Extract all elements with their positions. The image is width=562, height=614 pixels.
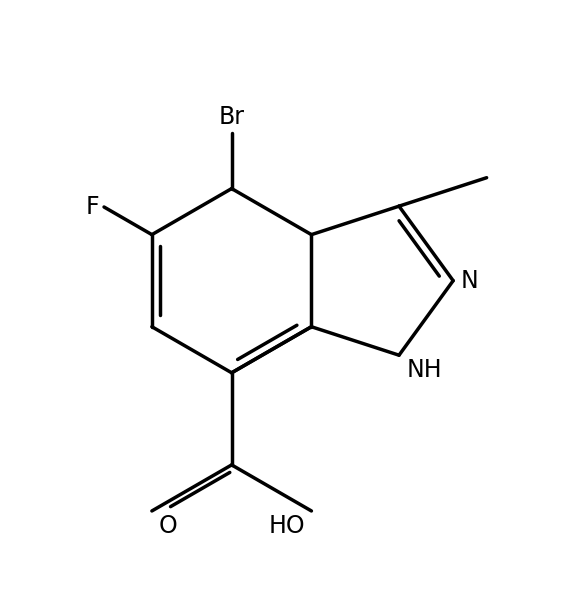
Text: HO: HO (268, 515, 305, 538)
Text: Br: Br (219, 105, 244, 129)
Text: NH: NH (407, 359, 442, 383)
Text: F: F (86, 195, 99, 219)
Text: N: N (461, 269, 479, 293)
Text: O: O (158, 515, 177, 538)
